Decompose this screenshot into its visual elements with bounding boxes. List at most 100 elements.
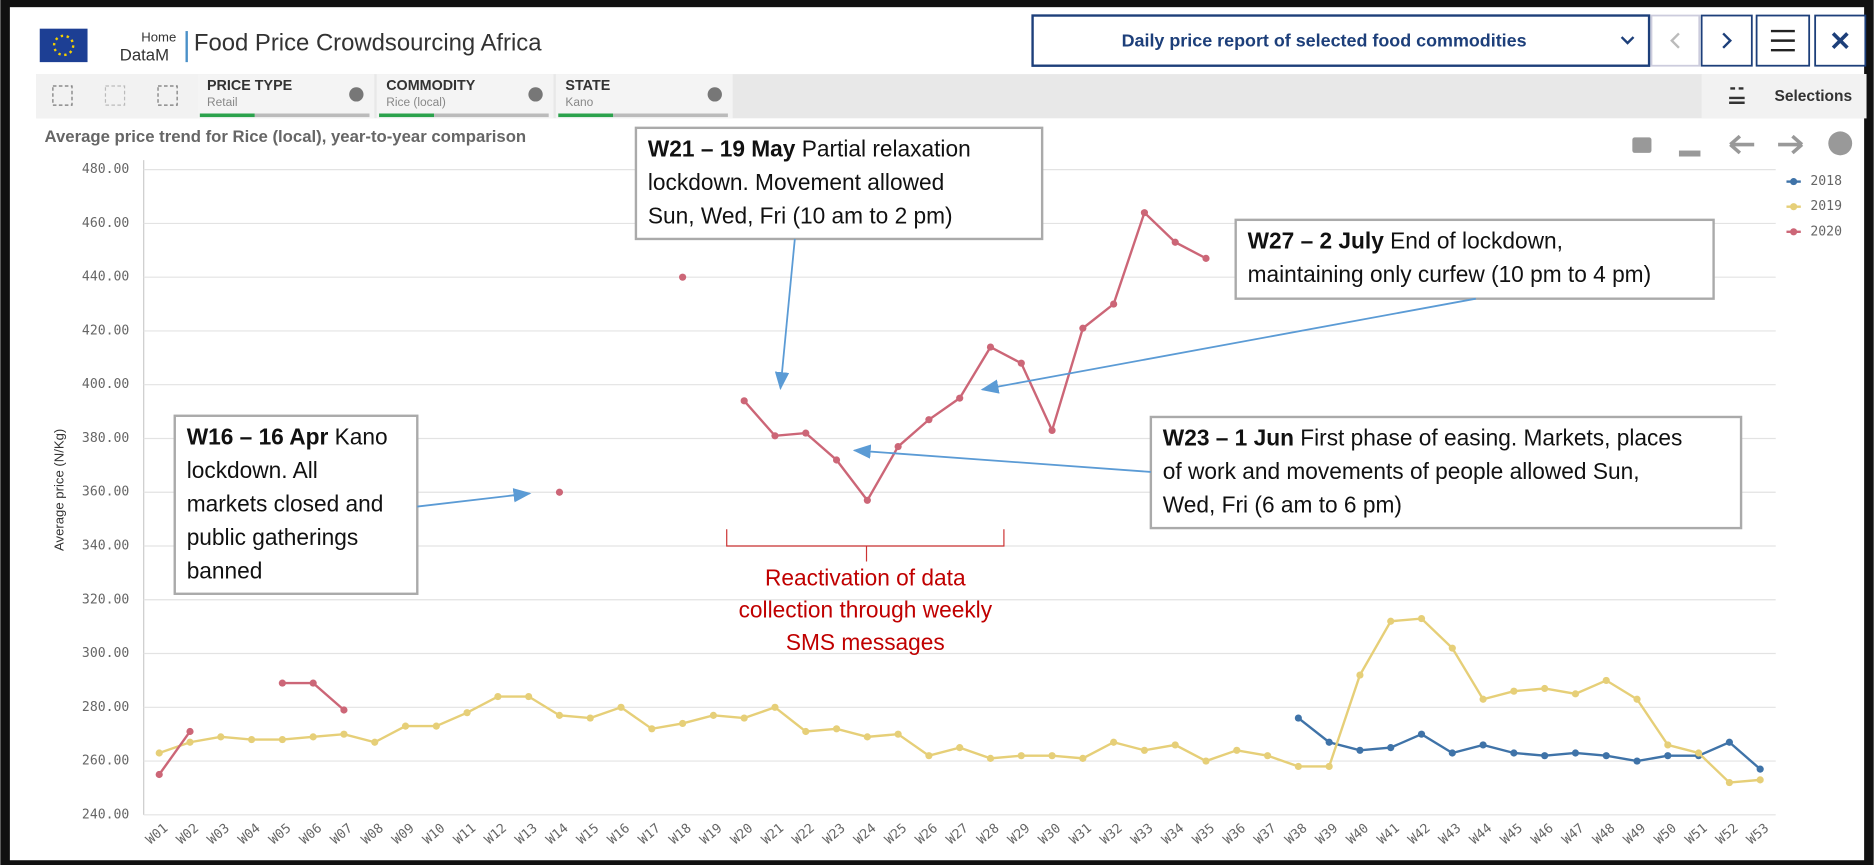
data-point [1294, 714, 1302, 722]
data-point [494, 692, 502, 701]
prev-sheet[interactable] [1650, 14, 1701, 67]
data-point [278, 735, 286, 744]
data-point [1448, 644, 1456, 652]
data-point [832, 456, 841, 464]
data-point [340, 706, 348, 714]
data-point [1664, 752, 1672, 760]
step-forward[interactable] [104, 85, 126, 106]
sheet-dropdown[interactable] [1031, 14, 1651, 67]
filter-state [558, 113, 614, 118]
app-name: DataM [120, 46, 169, 65]
data-point [1202, 254, 1210, 262]
data-point [1294, 762, 1302, 771]
data-point [863, 733, 871, 741]
data-point [1417, 614, 1426, 623]
data-point [1479, 695, 1487, 703]
data-point [1017, 752, 1025, 760]
y-tick-label: 340.00 [82, 539, 130, 554]
note-line: collection through weekly [739, 597, 993, 623]
filter-clear[interactable] [707, 87, 722, 102]
data-point [1756, 776, 1764, 784]
data-point [679, 719, 687, 728]
y-tick-label: 360.00 [82, 485, 130, 500]
data-point [371, 738, 379, 746]
filter-value: Retail [207, 95, 238, 109]
data-point [617, 703, 625, 711]
annotation-line: lockdown. Movement allowed [648, 169, 944, 195]
back[interactable] [1729, 134, 1755, 155]
annotation-box [634, 126, 1044, 241]
y-tick-label: 400.00 [82, 377, 130, 392]
data-point [586, 714, 594, 722]
annotation: W27 – 2 July End of lockdown, maintaining… [980, 218, 1715, 394]
home-link[interactable]: Home [141, 30, 176, 45]
data-point [1448, 749, 1456, 757]
data-point [956, 744, 964, 752]
data-point [1633, 757, 1641, 765]
y-tick-label: 260.00 [82, 754, 130, 769]
data-point [186, 738, 194, 746]
y-tick-label: 460.00 [82, 216, 130, 231]
annotation-arrow [852, 444, 1151, 473]
dropdown-caret [1620, 36, 1635, 45]
data-point [1510, 749, 1518, 757]
annotation: W16 – 16 Apr Kano lockdown. All markets cl… [173, 414, 532, 595]
data-point [340, 730, 348, 738]
filter-clear[interactable] [349, 87, 364, 102]
snapshot[interactable] [1632, 137, 1652, 153]
annotation-line: Wed, Fri (6 am to 6 pm) [1163, 492, 1402, 518]
data-point [1633, 695, 1641, 703]
selections-icon [1729, 87, 1745, 104]
annotation-bold: W23 – 1 Jun [1163, 425, 1294, 451]
annotation-bold: W27 – 2 July [1248, 228, 1385, 254]
annotation-text: W21 – 19 May Partial relaxation lockdown.… [648, 136, 971, 229]
annotation-line: maintaining only curfew (10 pm to 4 pm) [1248, 261, 1652, 287]
annotation-line: Partial relaxation [802, 136, 971, 162]
next-sheet[interactable] [1700, 14, 1753, 67]
next-icon [1722, 32, 1733, 49]
data-point [555, 488, 564, 496]
data-point [1695, 749, 1703, 757]
data-point [1233, 746, 1241, 754]
annotation: W21 – 19 May Partial relaxation lockdown.… [634, 126, 1044, 391]
data-point [986, 754, 995, 762]
legend-dot [1790, 228, 1798, 236]
chart-title: Average price trend for Rice (local), ye… [45, 127, 527, 146]
clear-all[interactable] [157, 85, 178, 106]
data-point [1664, 741, 1672, 749]
data-point [1602, 752, 1610, 760]
data-point [1017, 359, 1025, 367]
annotation-line: First phase of easing. Markets, places [1300, 425, 1682, 451]
app-title: Food Price Crowdsourcing Africa [194, 30, 542, 57]
chart-toolbar [1632, 131, 1853, 157]
exit[interactable] [1828, 131, 1853, 156]
data-point [1387, 744, 1395, 752]
data-point [740, 397, 748, 405]
data-point [1510, 687, 1518, 695]
filter-clear[interactable] [528, 87, 543, 102]
annotation-arrow [417, 488, 532, 508]
data-point [986, 343, 995, 351]
filter-label: STATE [565, 78, 610, 94]
annotation-line: public gatherings [187, 524, 359, 550]
series-line [1297, 717, 1761, 771]
y-tick-label: 240.00 [82, 807, 130, 822]
selections-tab[interactable] [1701, 74, 1867, 119]
forward[interactable] [1778, 134, 1804, 155]
annotation-line: Sun, Wed, Fri (10 am to 2 pm) [648, 202, 953, 228]
y-tick-label: 300.00 [82, 646, 130, 661]
download[interactable] [1678, 150, 1701, 157]
filter-state [379, 113, 435, 118]
step-back[interactable] [52, 85, 73, 106]
filter-label: PRICE TYPE [207, 78, 292, 94]
data-point [1725, 778, 1733, 787]
data-point [1202, 757, 1210, 765]
data-point [1110, 300, 1118, 308]
data-point [1325, 762, 1333, 771]
annotation-text: W23 – 1 Jun First phase of easing. Marke… [1163, 425, 1683, 518]
data-point [679, 273, 687, 281]
